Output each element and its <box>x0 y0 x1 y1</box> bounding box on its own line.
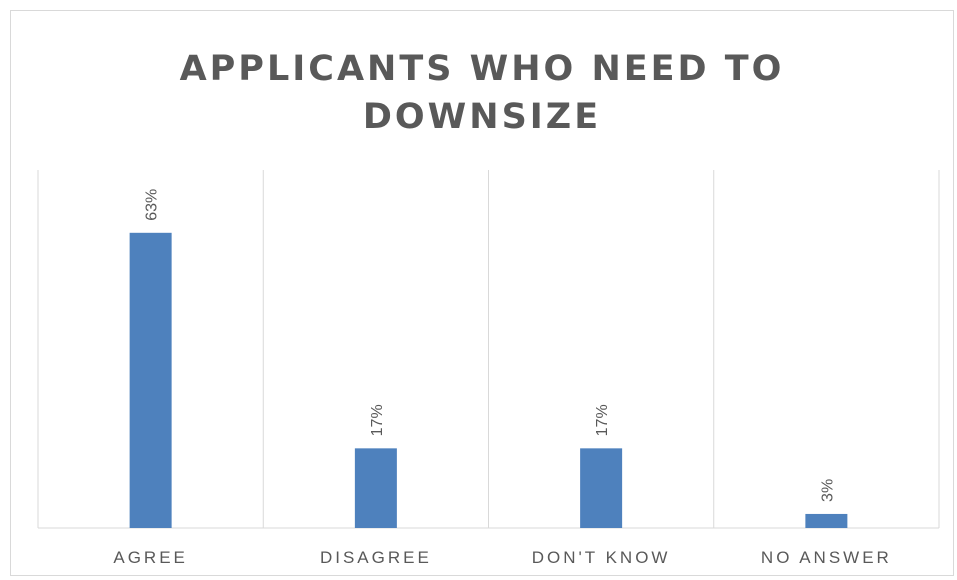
x-axis-tick-labels: AGREE DISAGREE DON'T KNOW NO ANSWER <box>113 548 892 567</box>
grid-lines <box>37 170 940 529</box>
bar-disagree <box>354 448 397 528</box>
tick-label-no-answer: NO ANSWER <box>761 548 892 567</box>
data-label-agree: 63% <box>144 189 161 221</box>
tick-label-agree: AGREE <box>113 548 188 567</box>
bar-agree <box>129 232 172 529</box>
tick-label-don-t-know: DON'T KNOW <box>532 548 671 567</box>
data-label-don-t-know: 17% <box>594 404 611 436</box>
data-labels: 63% 17% 17% 3% <box>144 189 837 502</box>
bars <box>129 232 848 529</box>
data-label-no-answer: 3% <box>819 479 836 502</box>
chart-title: APPLICANTS WHO NEED TO DOWNSIZE <box>179 49 785 137</box>
bar-no-answer <box>805 513 848 528</box>
data-label-disagree: 17% <box>369 404 386 436</box>
bar-don-t-know <box>580 448 623 528</box>
tick-label-disagree: DISAGREE <box>320 548 432 567</box>
